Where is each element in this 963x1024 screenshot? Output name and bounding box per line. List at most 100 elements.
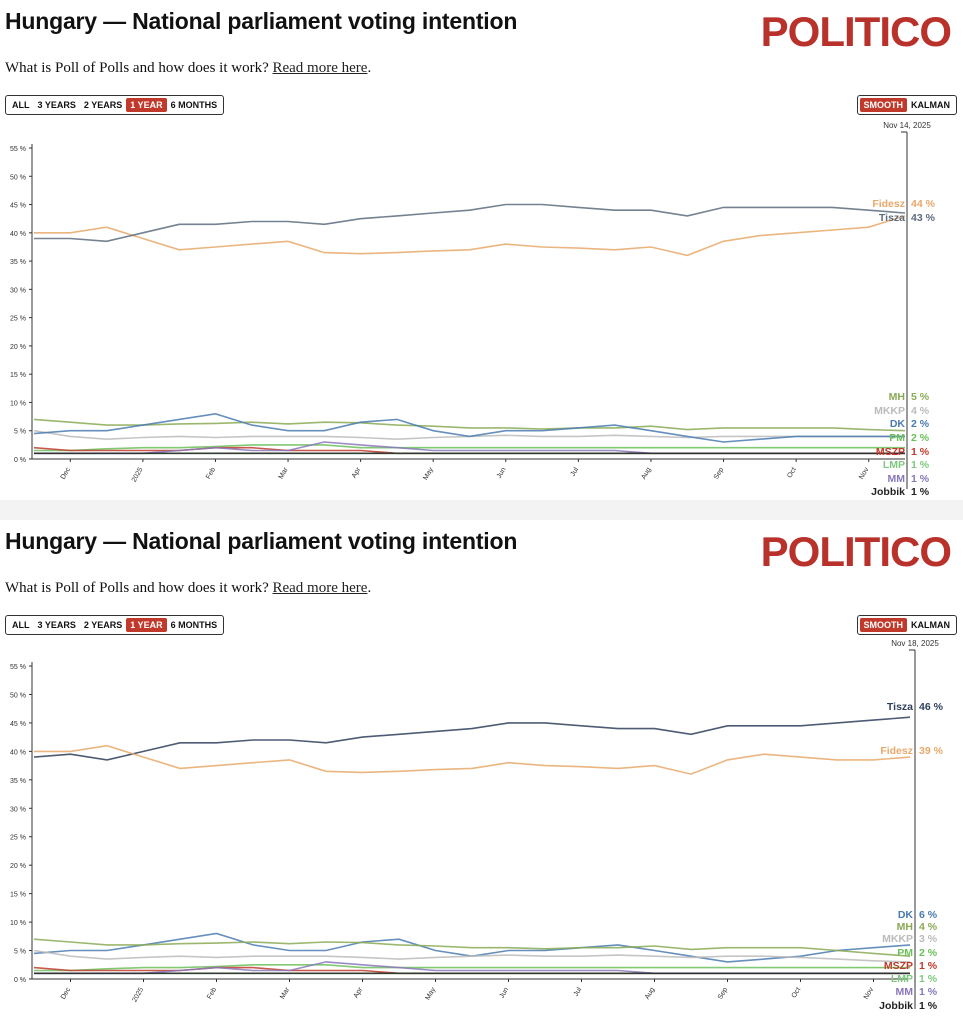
subtitle-text: What is Poll of Polls and how does it wo… bbox=[5, 580, 269, 596]
series-value-mm: 1 % bbox=[911, 473, 930, 485]
series-value-dk: 6 % bbox=[919, 909, 938, 921]
series-label-mkkp: MKKP bbox=[874, 405, 905, 417]
y-tick-label: 30 % bbox=[10, 287, 26, 294]
range-3years-button[interactable]: 3 YEARS bbox=[37, 100, 76, 110]
series-value-dk: 2 % bbox=[911, 418, 930, 430]
range-2years-button[interactable]: 2 YEARS bbox=[83, 620, 123, 630]
y-tick-label: 0 % bbox=[14, 977, 26, 984]
poll-chart-2: 0 % 5 % 10 % 15 % 20 % 25 % 30 % 35 % 40 % 45 % 50… bbox=[10, 639, 944, 1012]
series-label-mszp: MSZP bbox=[876, 446, 905, 458]
series-line-pm bbox=[34, 963, 910, 972]
x-tick-label: May bbox=[422, 466, 435, 481]
kalman-button[interactable]: KALMAN bbox=[911, 100, 950, 110]
subtitle-end: . bbox=[367, 580, 372, 596]
range-3years-button[interactable]: 3 YEARS bbox=[37, 620, 76, 630]
series-label-fidesz: Fidesz bbox=[880, 745, 913, 757]
y-tick-label: 55 % bbox=[10, 664, 26, 671]
series-line-fidesz bbox=[34, 744, 911, 775]
series-line-mkkp bbox=[33, 949, 911, 963]
range-1year-button[interactable]: 1 YEAR bbox=[126, 618, 167, 632]
subtitle: What is Poll of Polls and how does it wo… bbox=[5, 60, 371, 77]
y-tick-label: 15 % bbox=[10, 372, 26, 379]
x-tick-label: Jun bbox=[499, 986, 511, 999]
x-tick-label: Jul bbox=[570, 466, 581, 478]
x-tick-label: 2025 bbox=[131, 986, 145, 1003]
mode-selector: SMOOTH KALMAN bbox=[856, 615, 957, 635]
y-tick-label: 50 % bbox=[10, 692, 26, 699]
smooth-button[interactable]: SMOOTH bbox=[859, 618, 907, 632]
series-label-pm: PM bbox=[897, 947, 913, 959]
series-label-dk: DK bbox=[898, 909, 914, 921]
x-tick-label: Dec bbox=[60, 986, 73, 1001]
read-more-link[interactable]: Read more here bbox=[272, 580, 368, 596]
smooth-button[interactable]: SMOOTH bbox=[859, 98, 907, 112]
y-tick-label: 30 % bbox=[10, 806, 26, 813]
range-6months-button[interactable]: 6 MONTHS bbox=[170, 620, 218, 630]
series-value-fidesz: 44 % bbox=[911, 198, 936, 210]
range-1year-button[interactable]: 1 YEAR bbox=[126, 98, 167, 112]
poll-chart-1: 0 % 5 % 10 % 15 % 20 % 25 % 30 % 35 % 40 % 45 % 50… bbox=[10, 121, 936, 498]
y-tick-label: 40 % bbox=[10, 231, 26, 238]
series-value-mh: 4 % bbox=[919, 921, 938, 933]
y-tick-label: 40 % bbox=[10, 749, 26, 756]
series-label-pm: PM bbox=[889, 432, 905, 444]
y-tick-label: 10 % bbox=[10, 400, 26, 407]
x-tick-label: Nov bbox=[858, 466, 871, 481]
series-value-mm: 1 % bbox=[919, 986, 938, 998]
kalman-button[interactable]: KALMAN bbox=[911, 620, 950, 630]
series-value-tisza: 46 % bbox=[919, 701, 944, 713]
x-tick-label: Feb bbox=[205, 466, 217, 480]
series-label-fidesz: Fidesz bbox=[872, 198, 905, 210]
range-6months-button[interactable]: 6 MONTHS bbox=[170, 100, 218, 110]
x-tick-label: Sep bbox=[717, 986, 729, 1000]
series-line-fidesz bbox=[34, 215, 906, 257]
chart-title: Hungary — National parliament voting int… bbox=[5, 528, 518, 554]
range-all-button[interactable]: ALL bbox=[12, 100, 30, 110]
series-value-jobbik: 1 % bbox=[911, 486, 930, 498]
series-label-tisza: Tisza bbox=[887, 701, 913, 713]
series-line-mh bbox=[33, 418, 906, 432]
range-2years-button[interactable]: 2 YEARS bbox=[83, 100, 123, 110]
politico-logo: POLITICO bbox=[760, 8, 952, 55]
series-label-tisza: Tisza bbox=[879, 212, 905, 224]
y-tick-label: 20 % bbox=[10, 863, 26, 870]
series-label-mh: MH bbox=[897, 921, 913, 933]
series-label-mkkp: MKKP bbox=[882, 933, 913, 945]
y-tick-label: 35 % bbox=[10, 259, 26, 266]
series-value-mszp: 1 % bbox=[911, 446, 930, 458]
x-tick-label: Oct bbox=[791, 986, 803, 999]
series-label-mm: MM bbox=[896, 986, 914, 998]
x-tick-label: Apr bbox=[351, 466, 363, 480]
series-value-mkkp: 4 % bbox=[911, 405, 930, 417]
series-line-mh bbox=[33, 938, 911, 957]
subtitle-text: What is Poll of Polls and how does it wo… bbox=[5, 60, 269, 76]
range-all-button[interactable]: ALL bbox=[12, 620, 30, 630]
y-tick-label: 50 % bbox=[10, 174, 26, 181]
y-tick-label: 0 % bbox=[14, 457, 26, 464]
chart-title: Hungary — National parliament voting int… bbox=[5, 8, 518, 34]
y-tick-label: 10 % bbox=[10, 920, 26, 927]
x-tick-label: Sep bbox=[713, 466, 725, 480]
x-tick-label: Aug bbox=[644, 986, 656, 1000]
separator bbox=[0, 500, 963, 520]
x-tick-label: Aug bbox=[640, 466, 652, 480]
read-more-link[interactable]: Read more here bbox=[272, 60, 368, 76]
series-label-lmp: LMP bbox=[891, 973, 913, 985]
y-tick-label: 5 % bbox=[14, 429, 26, 436]
date-label: Nov 18, 2025 bbox=[891, 639, 939, 648]
x-tick-label: Jun bbox=[496, 466, 508, 479]
series-value-mszp: 1 % bbox=[919, 960, 938, 972]
range-selector: ALL 3 YEARS 2 YEARS 1 YEAR 6 MONTHS bbox=[5, 95, 225, 115]
y-tick-label: 55 % bbox=[10, 146, 26, 153]
x-tick-label: Mar bbox=[279, 986, 291, 1001]
y-tick-label: 45 % bbox=[10, 203, 26, 210]
y-tick-label: 45 % bbox=[10, 721, 26, 728]
series-value-pm: 2 % bbox=[911, 432, 930, 444]
chart-panel-2: Hungary — National parliament voting int… bbox=[0, 520, 963, 1024]
series-line-tisza bbox=[34, 203, 906, 243]
x-tick-label: Mar bbox=[278, 466, 290, 481]
series-label-dk: DK bbox=[890, 418, 906, 430]
subtitle: What is Poll of Polls and how does it wo… bbox=[5, 580, 371, 597]
series-label-mh: MH bbox=[889, 391, 905, 403]
series-value-lmp: 1 % bbox=[911, 459, 930, 471]
